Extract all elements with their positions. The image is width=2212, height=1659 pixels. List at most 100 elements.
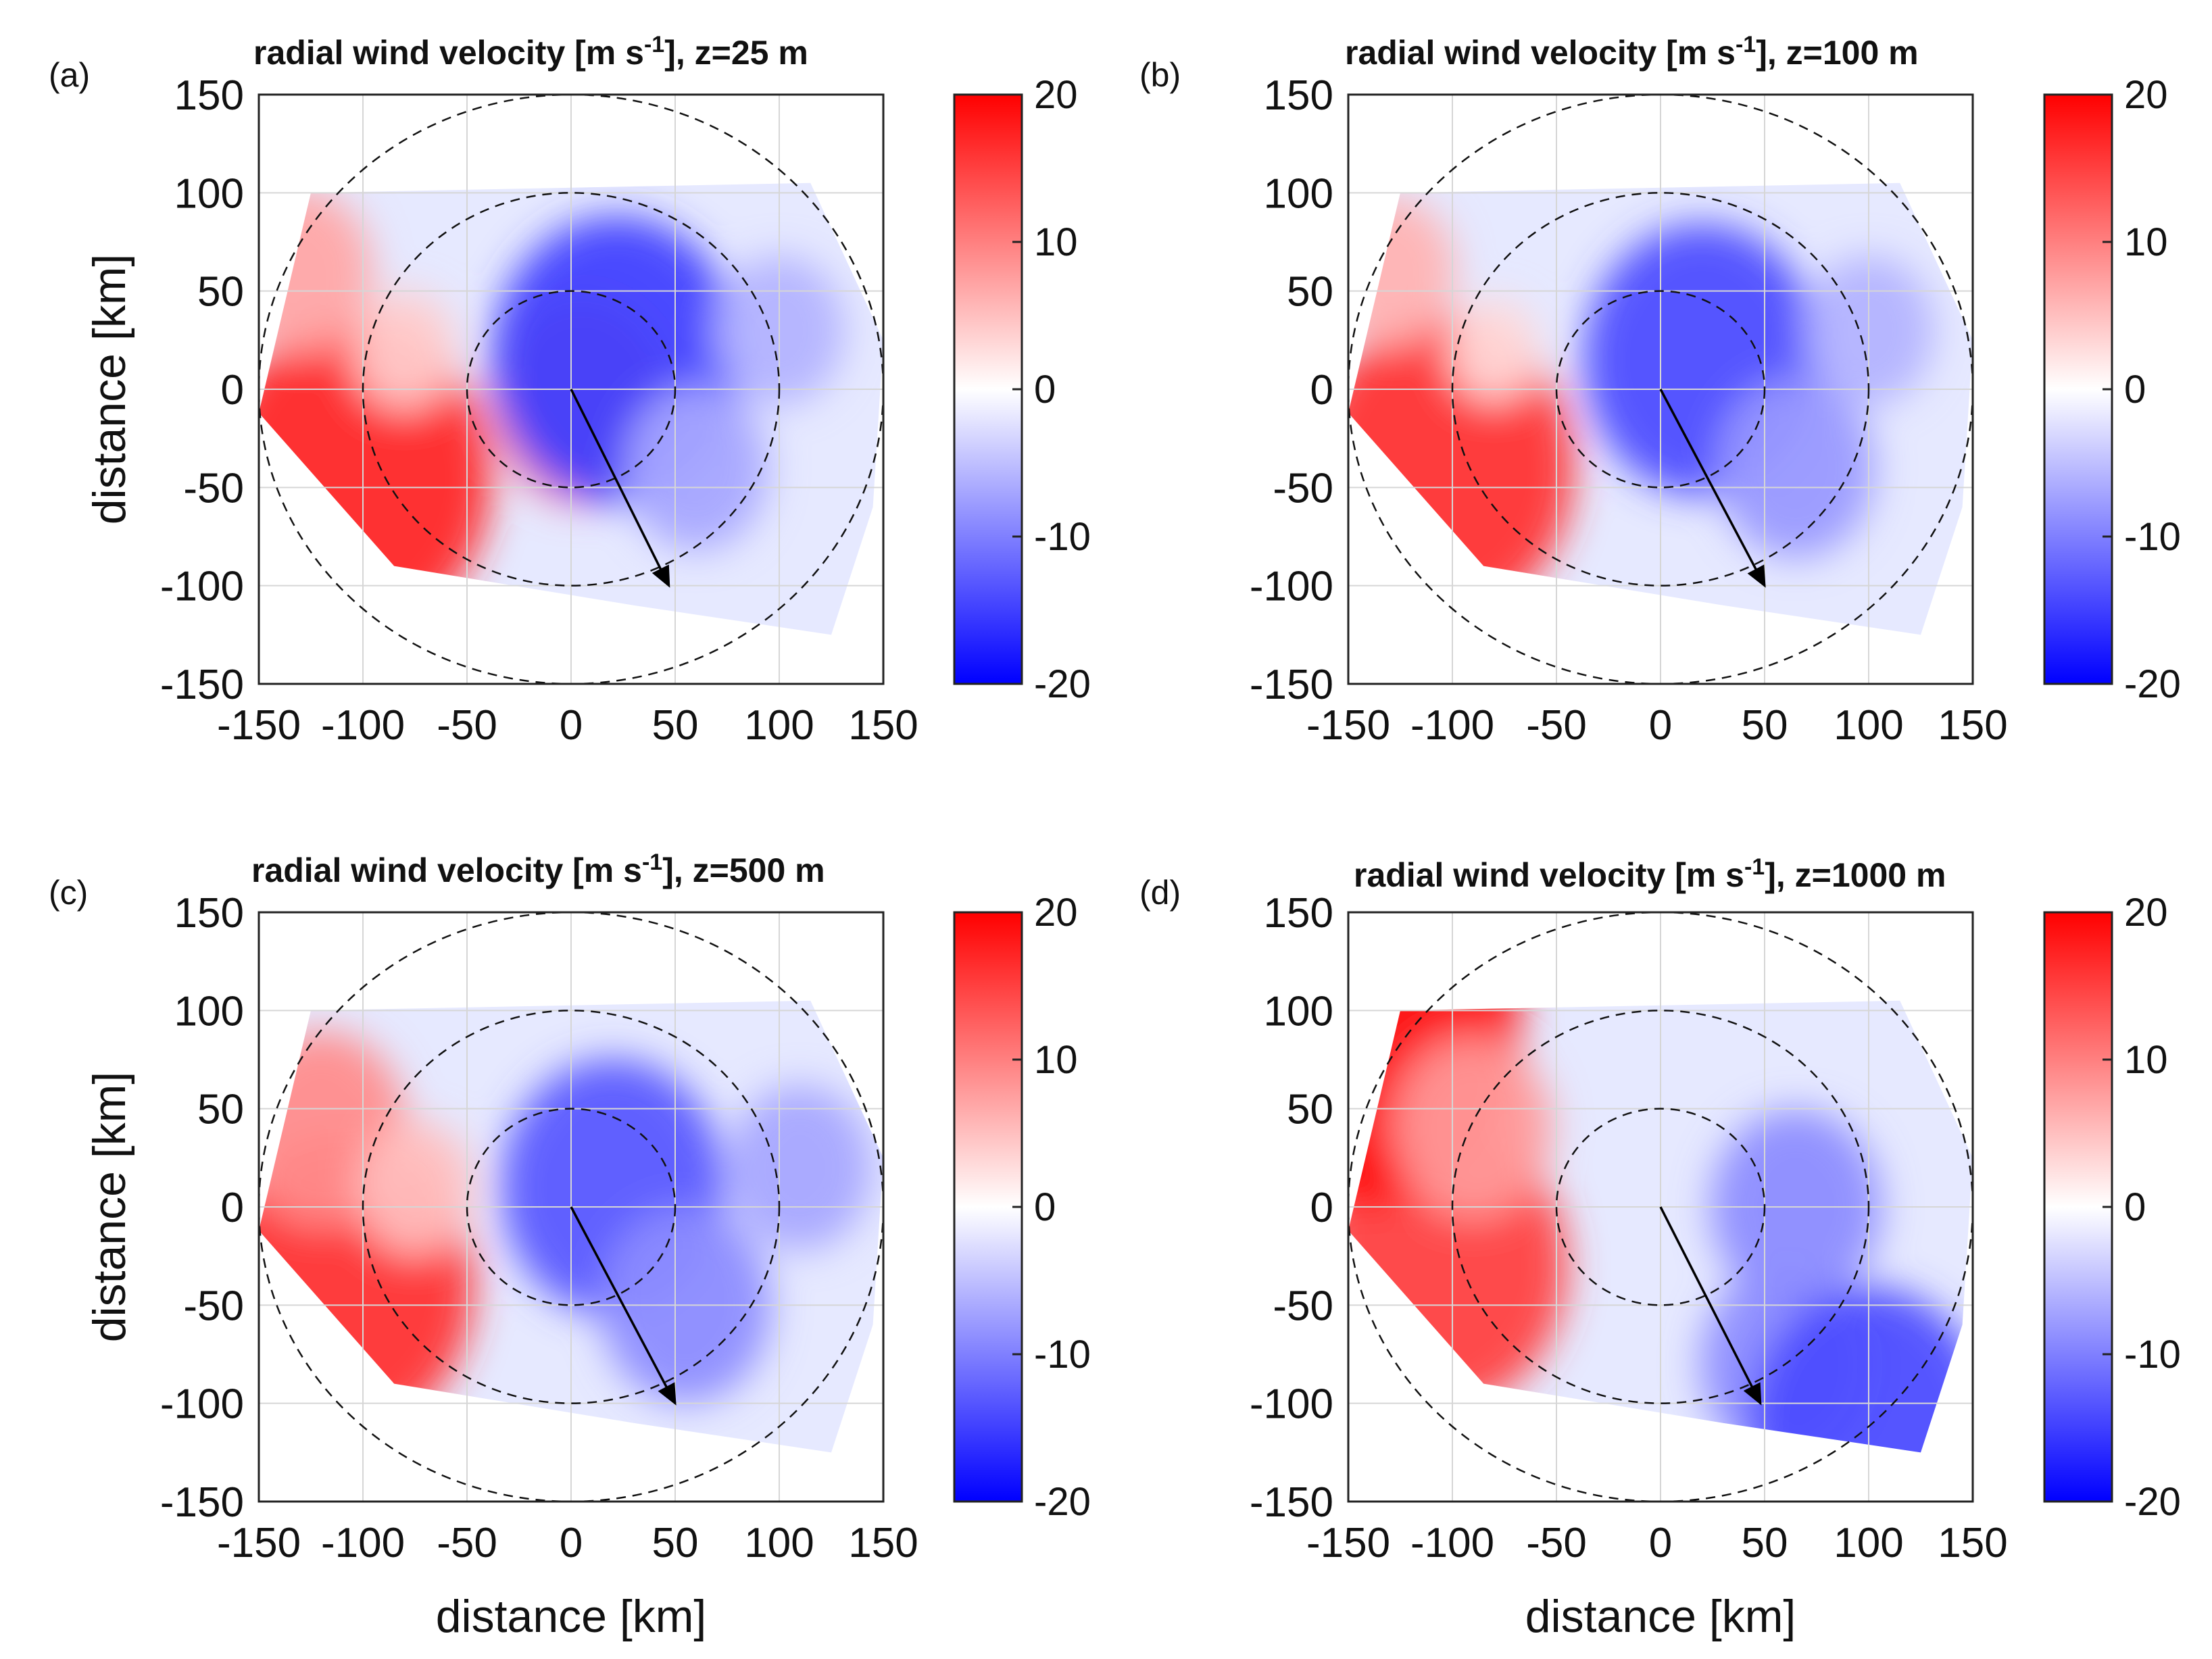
range-ring (466, 290, 677, 489)
y-tick-label: -50 (183, 465, 244, 512)
x-tick-label: -150 (1306, 1520, 1390, 1566)
y-tick-label: -100 (160, 1381, 244, 1428)
title-main: radial wind velocity [m s (253, 34, 644, 72)
colorbar-tick-label: -20 (2124, 1480, 2181, 1524)
colorbar-tick-label: 10 (2124, 1038, 2168, 1082)
y-tick-label: 0 (221, 367, 244, 414)
x-tick-label: 100 (744, 702, 814, 749)
y-tick-label: 150 (174, 890, 244, 937)
colorbar (2043, 93, 2113, 685)
axes-box (1347, 911, 1974, 1503)
x-tick-labels: -150 -100 -50 0 50 100 150 (1306, 1520, 2008, 1566)
y-tick-label: -150 (160, 662, 244, 708)
x-tick-label: -100 (1410, 1520, 1494, 1566)
colorbar-ticks: 20 10 0 -10 -20 (1012, 73, 1091, 706)
colorbar (953, 911, 1023, 1503)
storm-motion-arrow (1659, 1206, 1762, 1406)
title-tail: ], z=1000 m (1765, 856, 1946, 894)
title-main: radial wind velocity [m s (1354, 856, 1744, 894)
x-tick-label: -50 (437, 1520, 497, 1566)
colorbar-tick-label: -20 (2124, 662, 2181, 706)
y-tick-labels: 150 100 50 0 -50 -100 -150 (160, 890, 244, 1526)
y-tick-label: 150 (1264, 72, 1333, 119)
y-tick-label: 100 (1264, 988, 1333, 1035)
storm-motion-arrow (1659, 389, 1766, 588)
y-tick-label: 0 (1310, 367, 1333, 414)
plot-area (259, 912, 883, 1502)
x-tick-label: 150 (1938, 702, 2007, 749)
y-tick-label: 150 (174, 72, 244, 119)
axes-box (257, 93, 885, 685)
x-tick-label: 0 (1649, 702, 1672, 749)
range-ring (1555, 290, 1766, 489)
panel-label: (b) (1139, 56, 1181, 94)
x-tick-label: -150 (217, 702, 301, 749)
colorbar-tick-label: -10 (2124, 515, 2181, 559)
panel-label: (c) (49, 874, 88, 912)
colorbar-tick-label: 0 (2124, 1185, 2146, 1229)
y-tick-label: 50 (1287, 269, 1333, 316)
y-axis-label: distance [km] (84, 1072, 135, 1343)
y-tick-label: 100 (174, 988, 244, 1035)
x-tick-label: 100 (1834, 702, 1903, 749)
y-tick-label: -150 (1250, 662, 1333, 708)
colorbar-tick-label: -10 (1034, 515, 1091, 559)
panel-title: radial wind velocity [m s-1], z=100 m (1345, 32, 1919, 72)
x-tick-label: 150 (1938, 1520, 2007, 1566)
storm-motion-arrow (570, 389, 670, 588)
title-sup: -1 (644, 32, 664, 57)
y-tick-label: -150 (160, 1479, 244, 1526)
range-rings (259, 912, 883, 1502)
panel-label: (a) (49, 56, 90, 94)
range-ring (1451, 1010, 1870, 1404)
y-tick-label: 0 (1310, 1185, 1333, 1231)
y-axis-label: distance [km] (84, 254, 135, 525)
x-tick-label: 50 (652, 702, 699, 749)
y-tick-label: -50 (183, 1283, 244, 1329)
title-sup: -1 (1736, 32, 1756, 57)
outbound-wind-region (1348, 197, 1455, 347)
panel-title: radial wind velocity [m s-1], z=500 m (251, 849, 825, 889)
colorbar-ticks: 20 10 0 -10 -20 (2103, 891, 2181, 1524)
panel-title: radial wind velocity [m s-1], z=25 m (253, 32, 808, 72)
y-tick-label: 50 (197, 1087, 244, 1133)
x-tick-labels: -150 -100 -50 0 50 100 150 (217, 702, 918, 749)
axes-box (257, 911, 885, 1503)
storm-motion-arrow-group (1659, 389, 1766, 588)
outbound-wind-region (356, 1120, 474, 1255)
range-ring (1451, 192, 1870, 587)
colorbar-tick-label: 20 (2124, 891, 2168, 935)
colorbar-tick-label: 0 (1034, 1185, 1056, 1229)
inbound-wind-region (1717, 378, 1875, 558)
x-tick-label: 0 (560, 1520, 583, 1566)
outbound-wind-region (1394, 1038, 1552, 1218)
y-tick-label: -50 (1273, 465, 1333, 512)
title-main: radial wind velocity [m s (1345, 34, 1736, 72)
x-tick-label: 150 (848, 702, 918, 749)
colorbar-tick-label: 20 (1034, 891, 1078, 935)
plot-area (259, 95, 883, 684)
colorbar-ticks: 20 10 0 -10 -20 (2103, 73, 2181, 706)
x-tick-label: -100 (1410, 702, 1494, 749)
panel-title: radial wind velocity [m s-1], z=1000 m (1354, 854, 1946, 894)
x-tick-label: 100 (744, 1520, 814, 1566)
x-tick-label: -50 (1526, 1520, 1587, 1566)
panel-a: (a) radial wind velocity [m s-1], z=25 m… (49, 32, 1091, 749)
range-ring (466, 1108, 677, 1306)
range-rings (259, 95, 883, 684)
title-sup: -1 (642, 849, 662, 875)
x-tick-label: -50 (437, 702, 497, 749)
x-tick-label: 50 (1742, 1520, 1788, 1566)
y-tick-label: -100 (1250, 1381, 1333, 1428)
storm-motion-arrow-group (570, 389, 670, 588)
colorbar-tick-label: 0 (2124, 368, 2146, 412)
colorbar-tick-label: 10 (1034, 1038, 1078, 1082)
y-tick-label: -150 (1250, 1479, 1333, 1526)
panel-c: (c) radial wind velocity [m s-1], z=500 … (49, 849, 1091, 1642)
storm-motion-arrow-group (1659, 1206, 1762, 1406)
colorbar-tick-label: -10 (2124, 1333, 2181, 1377)
x-tick-label: 50 (1742, 702, 1788, 749)
y-tick-label: -100 (1250, 564, 1333, 610)
colorbar-tick-label: 0 (1034, 368, 1056, 412)
